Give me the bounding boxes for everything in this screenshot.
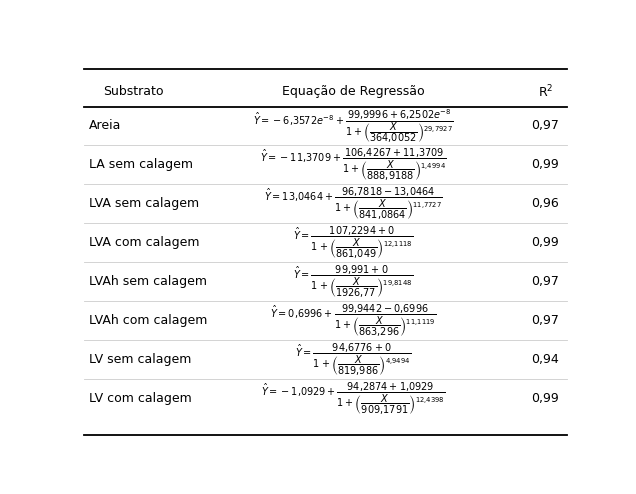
Text: $\hat{Y} = 0{,}6996 + \dfrac{99{,}9442 - 0{,}6996}{1+\left(\dfrac{X}{863{,}296}\: $\hat{Y} = 0{,}6996 + \dfrac{99{,}9442 -… xyxy=(270,303,436,339)
Text: LA sem calagem: LA sem calagem xyxy=(89,159,193,171)
Text: $\hat{Y} = \dfrac{107{,}2294 + 0}{1+\left(\dfrac{X}{861{,}049}\right)^{12{,}1118: $\hat{Y} = \dfrac{107{,}2294 + 0}{1+\lef… xyxy=(293,225,413,261)
Text: LVA com calagem: LVA com calagem xyxy=(89,236,200,249)
Text: LVAh sem calagem: LVAh sem calagem xyxy=(89,275,207,288)
Text: Substrato: Substrato xyxy=(104,85,164,98)
Text: $\hat{Y} = \dfrac{94{,}6776 + 0}{1+\left(\dfrac{X}{819{,}986}\right)^{4{,}9494}}: $\hat{Y} = \dfrac{94{,}6776 + 0}{1+\left… xyxy=(295,342,411,378)
Text: $\hat{Y} = -6{,}3572e^{-8} + \dfrac{99{,}9996 + 6{,}2502e^{-8}}{1+\left(\dfrac{X: $\hat{Y} = -6{,}3572e^{-8} + \dfrac{99{,… xyxy=(252,107,453,145)
Text: 0,97: 0,97 xyxy=(531,120,559,132)
Text: 0,94: 0,94 xyxy=(532,353,559,366)
Text: 0,97: 0,97 xyxy=(531,275,559,288)
Text: 0,99: 0,99 xyxy=(532,159,559,171)
Text: $\hat{Y} = -11{,}3709 + \dfrac{106{,}4267 + 11{,}3709}{1+\left(\dfrac{X}{888{,}9: $\hat{Y} = -11{,}3709 + \dfrac{106{,}426… xyxy=(259,147,446,183)
Text: Areia: Areia xyxy=(89,120,121,132)
Text: $\hat{Y} = \dfrac{99{,}991 + 0}{1+\left(\dfrac{X}{1926{,}77}\right)^{19{,}8148}}: $\hat{Y} = \dfrac{99{,}991 + 0}{1+\left(… xyxy=(293,264,413,300)
Text: Equação de Regressão: Equação de Regressão xyxy=(282,85,424,98)
Text: LV sem calagem: LV sem calagem xyxy=(89,353,191,366)
Text: LVAh com calagem: LVAh com calagem xyxy=(89,314,208,328)
Text: 0,99: 0,99 xyxy=(532,392,559,405)
Text: R$^2$: R$^2$ xyxy=(537,83,553,100)
Text: $\hat{Y} = 13{,}0464 + \dfrac{96{,}7818 - 13{,}0464}{1+\left(\dfrac{X}{841{,}086: $\hat{Y} = 13{,}0464 + \dfrac{96{,}7818 … xyxy=(263,186,443,222)
Text: LV com calagem: LV com calagem xyxy=(89,392,192,405)
Text: $\hat{Y} = -1{,}0929 + \dfrac{94{,}2874 + 1{,}0929}{1+\left(\dfrac{X}{909{,}1791: $\hat{Y} = -1{,}0929 + \dfrac{94{,}2874 … xyxy=(261,381,445,417)
Text: 0,96: 0,96 xyxy=(532,197,559,210)
Text: LVA sem calagem: LVA sem calagem xyxy=(89,197,200,210)
Text: 0,99: 0,99 xyxy=(532,236,559,249)
Text: 0,97: 0,97 xyxy=(531,314,559,328)
